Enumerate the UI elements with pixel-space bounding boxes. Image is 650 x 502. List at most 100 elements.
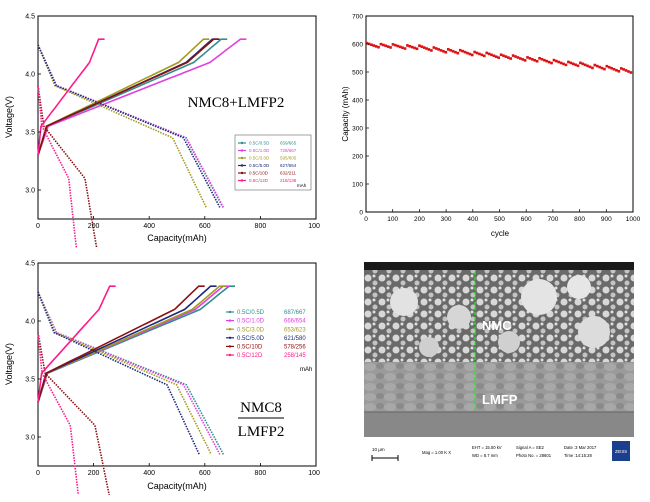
y-tick-label: 4.5 [25,261,35,268]
cycle-point [478,52,481,56]
sem-image: NMC LMFP 10 µm Mag = 1.00 K X EHT = 15.0… [364,262,634,467]
legend-label: 0.5C/10D [249,171,269,176]
cycle-point [413,46,416,50]
legend-tl: 0.5C/0.5D 659/665 0.5C/1.0D 728/667 0.5C/3.0… [234,134,312,191]
x-tick-label: 400 [467,216,478,223]
cycle-point [523,59,527,62]
legend-label: 0.5C/5.0D [249,163,270,168]
cycle-point [379,42,383,46]
cycle-point [468,52,472,56]
legend-values: 578/256 [284,345,306,351]
charge-curve [37,285,217,403]
cycle-point [487,52,491,56]
sem-date: Date :3 Mar 2017 [564,445,597,450]
cycle-point [504,55,508,58]
y-tick-label: 500 [352,69,363,76]
cycle-point [622,68,625,71]
x-tick-label: 600 [199,470,211,477]
legend-marker [228,310,232,314]
cycle-point [430,49,433,52]
x-tick-label: 600 [199,223,211,230]
x-tick-label: 200 [88,223,100,230]
x-tick-label: 300 [441,216,452,223]
cycle-point [482,54,486,58]
plot-area-tr [365,15,634,213]
y-tick-label: 400 [352,97,363,104]
legend-label: 0.5C/0.5D [237,310,265,316]
cycle-point [475,51,479,55]
legend-label: 0.5C/0.5D [249,141,270,146]
cycle-point [432,46,436,49]
cycle-point [521,58,525,61]
charge-curve [37,38,105,156]
y-tick-label: 3.5 [25,130,35,137]
cycle-point [514,55,517,58]
chart-top-left: 0 200 400 600 800 1000 3.0 3.5 4.0 4.5 Capacity(… [4,14,320,249]
cycle-point [396,44,400,48]
cycle-point [557,60,561,64]
cycle-point [406,44,409,47]
x-tick-label: 800 [255,223,267,230]
cycle-point [569,61,573,65]
cycle-point [449,48,452,52]
cycle-point [494,55,498,59]
cycle-point [552,58,556,62]
x-axis-label: Capacity(mAh) [147,481,207,491]
legend-label: 0.5C/12D [249,178,269,183]
cycle-point [502,54,505,57]
discharge-curve [37,85,98,249]
cycle-point [374,45,378,48]
cycle-point [497,56,500,59]
cycle-point [545,59,549,63]
cycle-point [401,46,404,49]
sem-mag: Mag = 1.00 K X [422,450,451,455]
discharge-curve [37,332,110,496]
cycle-point [526,56,529,59]
y-tick-label: 4.5 [25,14,35,21]
cycle-point [619,67,623,70]
legend-label: 0.5C/5.0D [237,336,265,342]
x-tick-label: 1000 [308,470,320,477]
cycle-point [418,44,421,47]
cycle-point [454,50,457,54]
cycle-point [446,48,450,51]
cycle-point [571,62,575,66]
x-tick-label: 800 [255,470,267,477]
cycle-point [579,61,582,65]
sem-micrograph: NMC LMFP 10 µm Mag = 1.00 K X EHT = 15.0… [364,262,634,467]
y-tick-label: 3.0 [25,188,35,195]
legend-marker [228,328,232,331]
y-tick-label: 100 [352,181,363,188]
cycle-point [516,56,520,59]
cycle-point [463,50,467,54]
cycle-point [466,51,469,55]
cycle-point [509,57,513,60]
charge-curve [37,38,220,156]
cycle-point [538,56,541,60]
cycle-point [386,45,390,48]
legend-values: 595/605 [280,156,297,161]
x-tick-label: 0 [36,223,40,230]
y-tick-label: 600 [352,41,363,48]
legend-label: 0.5C/1.0D [237,319,265,325]
x-tick-label: 200 [414,216,425,223]
y-tick-label: 700 [352,13,363,20]
legend-label: 0.5C/3.0D [237,327,265,333]
legend-unit: mAh [297,183,307,188]
charge-curve [37,285,116,403]
cycle-point [442,50,445,53]
cycle-point [403,47,407,50]
cycle-point [389,46,392,49]
x-tick-label: 1000 [626,216,640,223]
discharge-curve [37,85,78,249]
legend-values: 728/667 [280,148,297,153]
cycle-point [550,61,553,65]
x-tick-label: 900 [601,216,612,223]
discharge-curve [37,291,200,455]
x-tick-label: 200 [88,470,100,477]
cycle-point [574,63,577,67]
cycle-point [394,43,397,47]
x-tick-label: 0 [36,470,40,477]
legend-marker [228,336,232,339]
cycle-point [473,50,476,54]
